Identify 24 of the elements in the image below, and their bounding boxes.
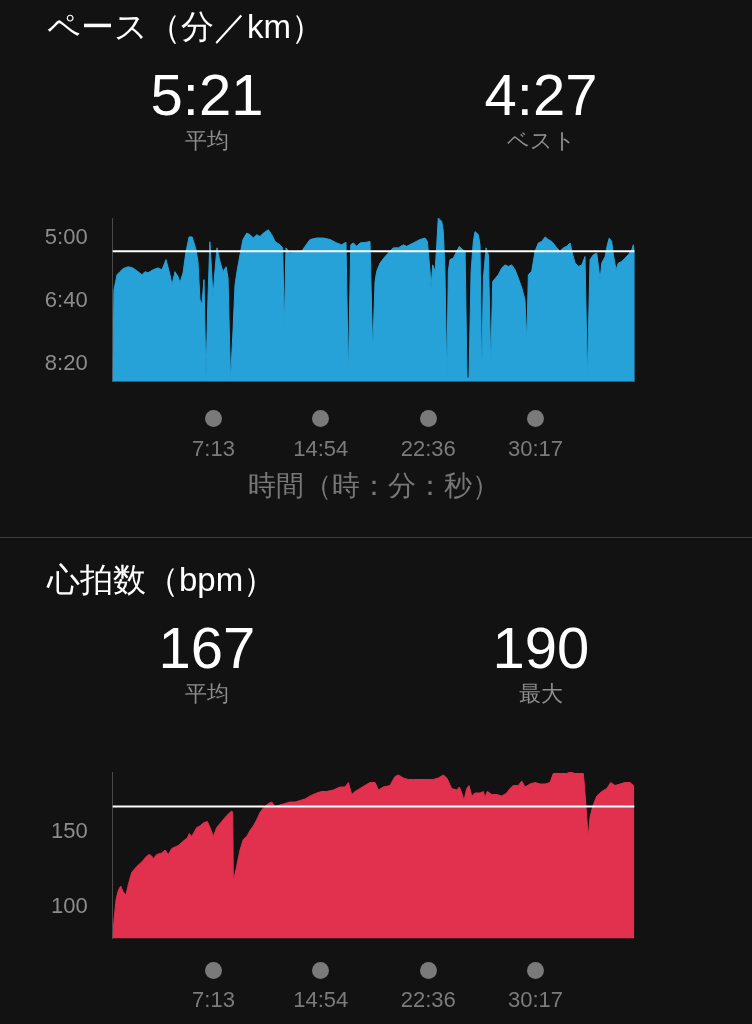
text: 平均 <box>185 128 229 154</box>
text: 5:21 <box>150 62 264 127</box>
x-axis-title: 時間（時：分：秒） <box>247 470 500 502</box>
x-tick-label: 30:17 <box>507 987 563 1013</box>
x-tick-label: 22:36 <box>400 436 456 462</box>
text: 平均 <box>185 681 229 707</box>
text: 最大 <box>519 681 563 707</box>
y-tick-label: 5:00 <box>44 224 88 250</box>
y-tick-label: 6:40 <box>44 287 88 313</box>
y-tick-label: 8:20 <box>44 350 88 376</box>
x-tick-label: 22:36 <box>400 987 456 1013</box>
x-tick-label: 7:13 <box>192 436 235 462</box>
x-tick-label: 14:54 <box>293 987 349 1013</box>
x-tick-label: 14:54 <box>293 436 349 462</box>
y-tick-label: 150 <box>50 818 88 844</box>
chart-title: ペース（分／km） <box>47 8 324 45</box>
y-tick-label: 100 <box>50 893 88 919</box>
text: 167 <box>158 615 256 680</box>
text: 190 <box>492 615 590 680</box>
x-tick-label: 7:13 <box>192 987 235 1013</box>
x-tick-label: 30:17 <box>507 436 563 462</box>
text: 4:27 <box>484 62 598 127</box>
text: ベスト <box>506 128 576 154</box>
chart-title: 心拍数（bpm） <box>47 561 277 598</box>
